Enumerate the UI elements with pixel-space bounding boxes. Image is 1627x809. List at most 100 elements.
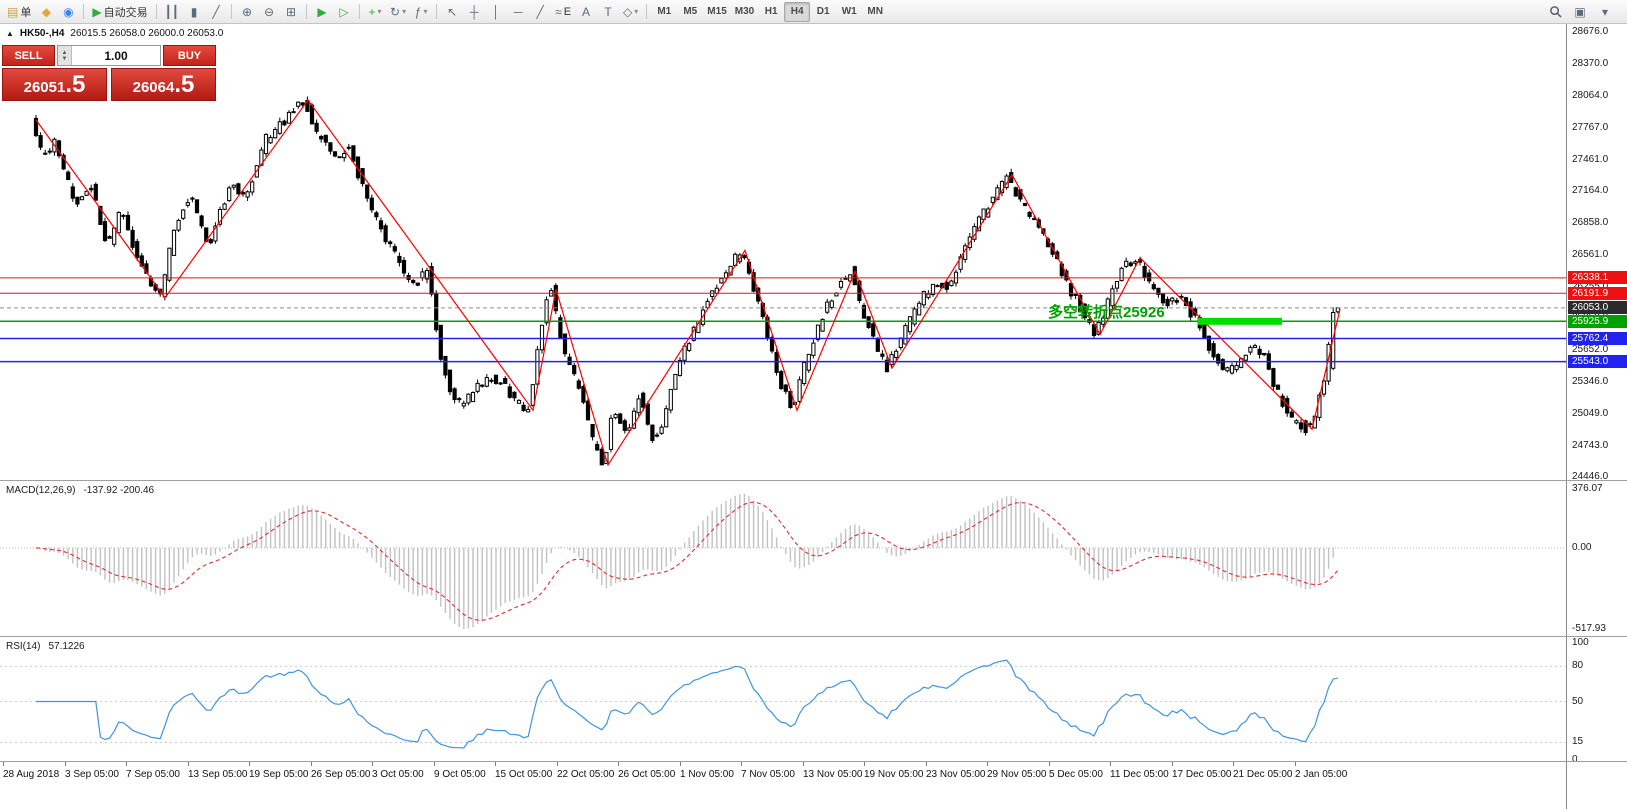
sell-button[interactable]: SELL [2, 45, 55, 66]
candle [1128, 261, 1133, 268]
one-click-toggle[interactable]: ▲ [6, 29, 14, 38]
price-tick-label: 27767.0 [1572, 122, 1609, 133]
toolbar-right: ▣ ▾ [1544, 2, 1624, 22]
fibonacci-button[interactable]: ≈ E [551, 2, 575, 22]
candle [93, 182, 98, 201]
tf-h1[interactable]: H1 [758, 2, 784, 22]
search-button[interactable] [1544, 2, 1566, 22]
pane-separator[interactable] [0, 480, 1627, 481]
profiles-button[interactable]: ↻ ▾ [386, 2, 410, 22]
spin-up-icon[interactable]: ▲ [61, 49, 68, 56]
indicators-button[interactable]: ƒ ▾ [410, 2, 432, 22]
zoom-out-button[interactable]: ⊖ [258, 2, 280, 22]
rsi-pane[interactable] [0, 637, 1566, 762]
candle [1271, 367, 1276, 391]
tf-m1[interactable]: M1 [651, 2, 677, 22]
vertical-line-icon: │ [492, 4, 500, 19]
auto-trading-button[interactable]: ▶ 自动交易 [88, 2, 151, 22]
candle [503, 376, 508, 384]
candle [401, 257, 407, 277]
candle [56, 139, 62, 159]
time-label: 13 Sep 05:00 [188, 769, 248, 780]
tf-m15[interactable]: M15 [703, 2, 730, 22]
pane-separator[interactable] [0, 636, 1627, 637]
toolbar-separator [436, 4, 438, 19]
bars-chart-button[interactable]: ┃┃ [161, 2, 183, 22]
macd-histogram [39, 493, 1339, 630]
time-label: 11 Dec 05:00 [1110, 769, 1169, 780]
candle [447, 369, 453, 396]
tile-windows-button[interactable]: ⊞ [280, 2, 302, 22]
time-tick [65, 762, 66, 766]
sell-price[interactable]: 26051 .5 [2, 68, 107, 101]
candle [89, 184, 94, 193]
lot-input[interactable]: 1.00 [104, 48, 128, 63]
new-chart-button[interactable]: + ▾ [364, 2, 386, 22]
rsi-scale-label: 80 [1572, 660, 1584, 671]
metaeditor-icon: ◆ [41, 4, 51, 19]
toolbar: ▤ 单 ◆ ◉ ▶ 自动交易 ┃┃ ▮ ╱ ⊕ ⊖ ⊞ ▶ ▷ + ▾ ↻ ▾ ƒ ▾ ↖ ┼ │ ─ ╱ ≈ E A T ◇ ▾ M1 M5 M… [0, 0, 1627, 24]
chart-shift-button[interactable]: ▷ [333, 2, 355, 22]
turning-point-annotation[interactable]: 多空转折点25926 [1048, 304, 1165, 321]
candle [392, 243, 397, 254]
buy-button[interactable]: BUY [163, 45, 216, 66]
price-scale[interactable]: 28676.0 28370.0 28064.0 27767.0 27461.0 27164… [1566, 24, 1627, 809]
time-tick [864, 762, 865, 766]
text-label-button[interactable]: T [597, 2, 619, 22]
zoom-in-button[interactable]: ⊕ [236, 2, 258, 22]
candles-chart-button[interactable]: ▮ [183, 2, 205, 22]
zigzag-line[interactable] [35, 98, 1341, 467]
tf-h4[interactable]: H4 [784, 1, 811, 22]
buy-price[interactable]: 26064 .5 [111, 68, 216, 101]
candle [135, 238, 140, 261]
tf-m30[interactable]: M30 [731, 2, 758, 22]
tf-w1[interactable]: W1 [836, 2, 862, 22]
trendline-button[interactable]: ╱ [529, 2, 551, 22]
market-button[interactable]: ◉ [57, 2, 79, 22]
lot-field[interactable]: ▲ ▼ 1.00 [57, 45, 161, 66]
candle [1262, 352, 1267, 357]
auto-scroll-button[interactable]: ▶ [311, 2, 333, 22]
macd-pane[interactable] [0, 481, 1566, 637]
candle [572, 363, 577, 376]
cursor-button[interactable]: ↖ [441, 2, 463, 22]
turning-point-highlight[interactable] [1198, 317, 1282, 325]
candle [332, 151, 338, 158]
market-icon: ◉ [63, 4, 74, 19]
time-scale[interactable]: 28 Aug 2018 3 Sep 05:00 7 Sep 05:00 13 Sep … [0, 762, 1566, 809]
crosshair-button[interactable]: ┼ [463, 2, 485, 22]
tile-windows-icon: ⊞ [286, 4, 297, 19]
lot-spinner[interactable]: ▲ ▼ [58, 46, 72, 65]
pane-separator[interactable] [0, 761, 1627, 762]
metaeditor-button[interactable]: ◆ [35, 2, 57, 22]
time-label: 22 Oct 05:00 [557, 769, 615, 780]
line-chart-button[interactable]: ╱ [205, 2, 227, 22]
arrows-button[interactable]: ◇ ▾ [619, 2, 642, 22]
time-tick [188, 762, 189, 766]
new-order-button[interactable]: ▤ 单 [3, 2, 35, 22]
candle [889, 351, 894, 368]
candle [811, 339, 816, 359]
candle [397, 252, 402, 267]
tf-mn[interactable]: MN [862, 2, 888, 22]
play-icon: ▶ [92, 4, 102, 19]
more-button[interactable]: ▾ [1594, 2, 1616, 22]
tf-d1[interactable]: D1 [810, 2, 836, 22]
auto-scroll-icon: ▶ [317, 4, 327, 19]
candle [176, 218, 181, 232]
fibonacci-icon: ≈ [555, 4, 562, 19]
main-chart-pane[interactable] [0, 24, 1566, 481]
spin-down-icon[interactable]: ▼ [61, 55, 68, 62]
time-label: 29 Nov 05:00 [987, 769, 1047, 780]
time-tick [1172, 762, 1173, 766]
candle [820, 318, 825, 332]
tf-m5[interactable]: M5 [677, 2, 703, 22]
candle [1022, 202, 1028, 207]
vertical-line-button[interactable]: │ [485, 2, 507, 22]
text-button[interactable]: A [575, 2, 597, 22]
chart-area[interactable]: ▲ HK50-,H4 26015.5 26058.0 26000.0 26053… [0, 24, 1627, 809]
price-tick-label: 25049.0 [1572, 408, 1609, 419]
horizontal-line-button[interactable]: ─ [507, 2, 529, 22]
window-button[interactable]: ▣ [1569, 2, 1591, 22]
candle [1160, 293, 1166, 306]
